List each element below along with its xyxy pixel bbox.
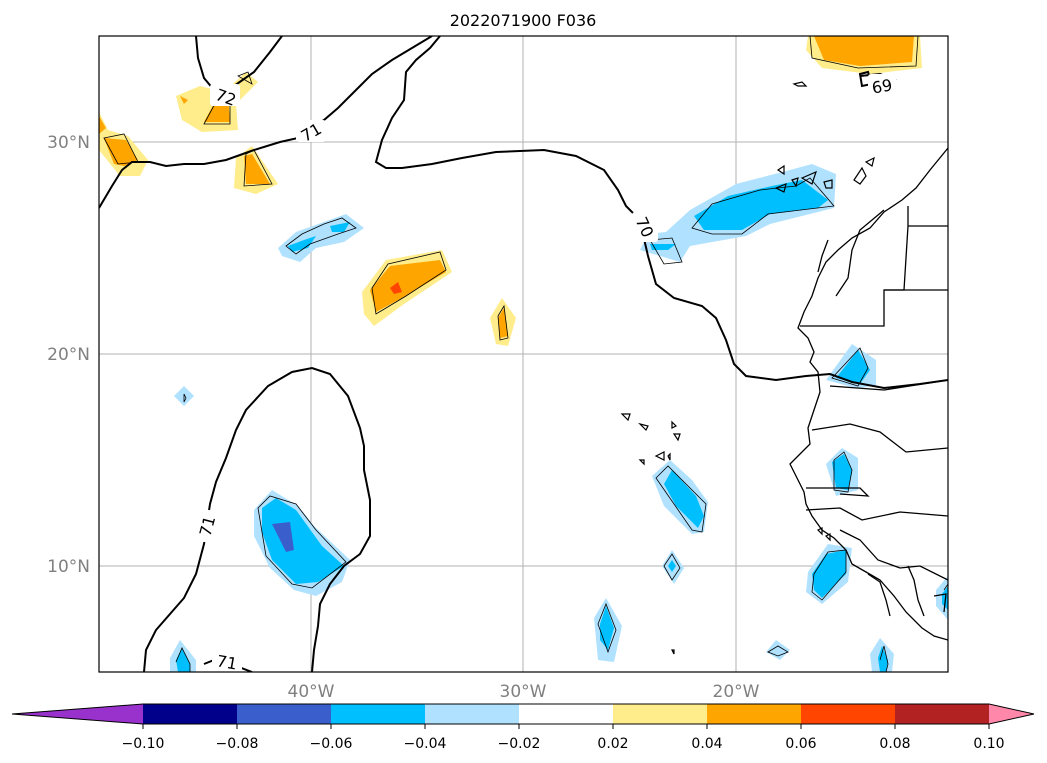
- contour-71-south: [143, 366, 371, 672]
- colorbar-tick-label: 0.06: [785, 736, 816, 752]
- positive-anomaly-area: [814, 36, 914, 66]
- positive-anomaly-area: [99, 116, 106, 134]
- colorbar-tick-label: −0.08: [216, 736, 259, 752]
- colorbar-extend-high: [989, 704, 1034, 724]
- negative-anomaly-area: [262, 498, 344, 584]
- colorbar-tick-label: 0.08: [879, 736, 910, 752]
- positive-anomaly-area: [104, 138, 138, 166]
- colorbar-tick-label: 0.02: [597, 736, 628, 752]
- lon-label-40w: 40°W: [288, 682, 335, 702]
- lat-label-10n: 10°N: [47, 557, 90, 577]
- colorbar-tick-label: −0.06: [310, 736, 353, 752]
- latitude-labels: 30°N 20°N 10°N: [47, 133, 90, 577]
- colorbar-tick-label: −0.10: [122, 736, 165, 752]
- colorbar-tick-label: 0.10: [973, 736, 1004, 752]
- positive-anomaly-area: [180, 96, 188, 104]
- positive-anomaly-area: [370, 260, 446, 312]
- islands: [620, 81, 875, 655]
- negative-anomaly-area: [878, 646, 888, 672]
- lon-label-30w: 30°W: [500, 682, 547, 702]
- negative-anomaly-area: [766, 640, 790, 660]
- positive-anomaly-area: [244, 154, 270, 184]
- positive-anomaly-area: [390, 282, 402, 294]
- anomaly-outlines: [103, 36, 948, 672]
- negative-anomaly-area: [668, 560, 676, 572]
- negative-anomaly-area: [812, 550, 846, 598]
- colorbar-extend-low: [12, 704, 143, 724]
- colorbar-segment: [895, 704, 990, 724]
- colorbar-segment: [331, 704, 426, 724]
- contour-lines: [99, 36, 948, 672]
- negative-anomaly-area: [836, 350, 870, 384]
- contour-label-halos: [194, 74, 896, 672]
- negative-anomaly-area: [694, 180, 828, 230]
- negative-anomaly-area: [272, 522, 294, 552]
- colorbar-segment: [707, 704, 802, 724]
- contour-label-69: 69: [870, 75, 893, 97]
- contour-70: [374, 36, 948, 390]
- map-title: 2022071900 F036: [450, 11, 597, 30]
- lat-label-30n: 30°N: [47, 133, 90, 153]
- colorbar-tick-label: 0.04: [691, 736, 722, 752]
- colorbar-segment: [519, 704, 614, 724]
- lat-label-20n: 20°N: [47, 345, 90, 365]
- colorbar-tick-label: −0.02: [498, 736, 541, 752]
- contour-label-71-south: 71: [196, 514, 220, 539]
- colorbar-segment: [237, 704, 332, 724]
- contour-label-71-bottom: 71: [215, 651, 238, 673]
- lon-label-20w: 20°W: [713, 682, 760, 702]
- colorbar-segment: [801, 704, 896, 724]
- negative-anomaly-area: [664, 470, 704, 528]
- negative-anomaly-area: [330, 222, 350, 232]
- colorbar-tick-label: −0.04: [404, 736, 447, 752]
- map-panel: 72 71 70 69 71 71: [98, 35, 949, 674]
- map-frame: [98, 35, 949, 673]
- positive-anomaly-area: [498, 308, 508, 338]
- contour-71: [99, 36, 433, 209]
- colorbar-segment: [613, 704, 708, 724]
- colorbar-segment: [143, 704, 238, 724]
- colorbar: −0.10 −0.08 −0.06 −0.04 −0.02 0.02 0.04 0.06 0.0…: [11, 703, 1035, 752]
- negative-anomaly-area: [832, 454, 852, 490]
- negative-anomaly-area: [650, 244, 676, 250]
- colorbar-segment: [425, 704, 520, 724]
- negative-anomaly-area: [288, 236, 316, 252]
- longitude-labels: 40°W 30°W 20°W: [288, 682, 760, 702]
